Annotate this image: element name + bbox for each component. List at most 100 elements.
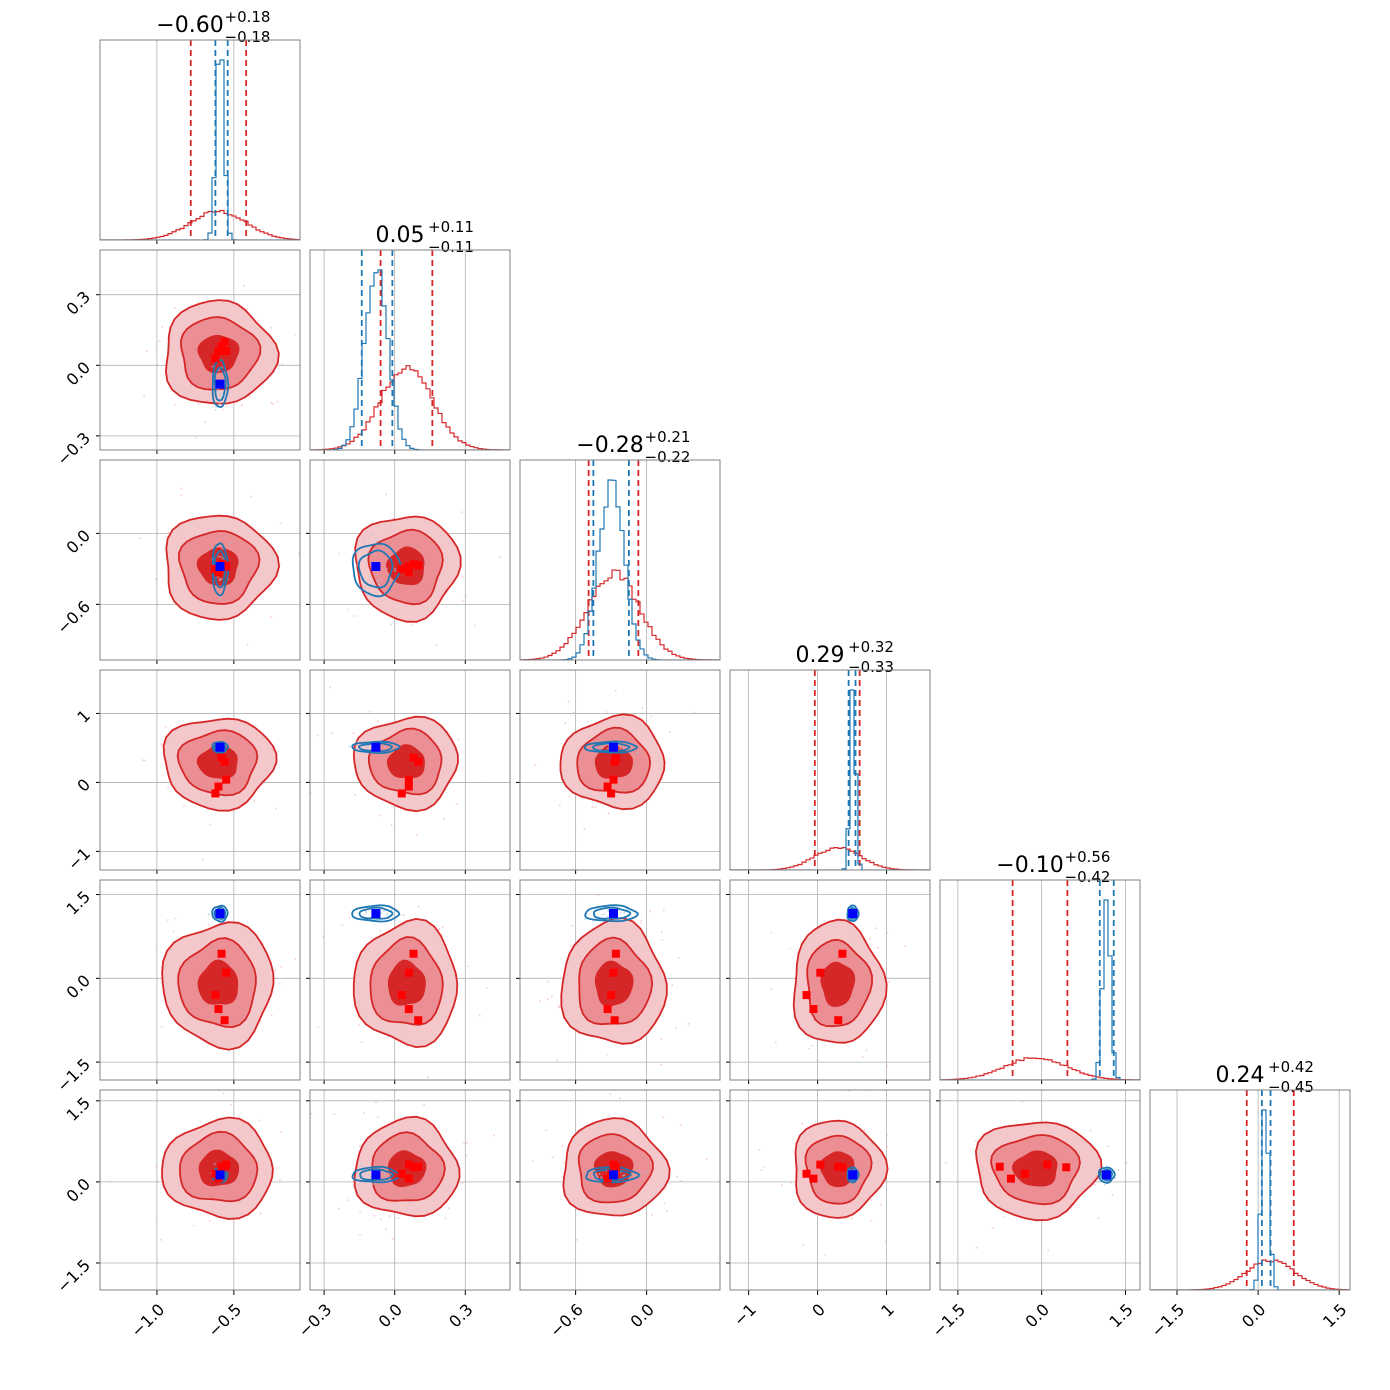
truth-marker-red (1020, 1169, 1029, 1178)
sample-point (246, 643, 249, 646)
title-plus-4: +0.56 (1065, 848, 1111, 866)
panel-content (310, 250, 510, 450)
sample-point (623, 1174, 626, 1177)
truth-marker-red (607, 789, 616, 798)
sample-point (360, 1040, 363, 1043)
panel-3-2 (516, 669, 721, 874)
sample-point (606, 747, 609, 750)
sample-point (393, 919, 396, 922)
sample-point (493, 1134, 496, 1137)
truth-marker-red (409, 560, 418, 569)
sample-point (160, 1025, 163, 1028)
panel-content (100, 1092, 300, 1264)
sample-point (274, 969, 277, 972)
panel-content (310, 686, 510, 852)
sample-point (369, 575, 372, 578)
sample-point (197, 402, 200, 405)
panel-5-0: −1.5 0.0 1.5 −1.0 −0.5 (53, 1089, 301, 1341)
truth-marker-red (995, 1162, 1004, 1171)
sample-point (372, 1182, 375, 1185)
sample-point (438, 927, 441, 930)
y-tick-label: 0.3 (63, 287, 94, 318)
panel-content (730, 670, 930, 870)
sample-point (801, 1122, 804, 1125)
truth-marker-red (603, 782, 612, 791)
sample-point (139, 536, 142, 539)
sample-point (310, 1112, 313, 1115)
sample-point (364, 585, 367, 588)
sample-point (355, 564, 358, 567)
sample-point (164, 726, 167, 729)
sample-point (194, 436, 197, 439)
sample-point (363, 540, 366, 543)
sample-point (375, 574, 378, 577)
panel-3-0: −1 0 1 (64, 669, 301, 874)
sample-point (555, 1059, 558, 1062)
sample-point (192, 1224, 195, 1227)
sample-point (625, 908, 628, 911)
sample-point (155, 1217, 158, 1220)
sample-point (863, 1128, 866, 1131)
y-tick-label: −1.5 (53, 1256, 94, 1297)
truth-marker-red (1062, 1163, 1071, 1172)
sample-point (677, 956, 680, 959)
contour-line-0 (351, 1165, 401, 1184)
sample-point (478, 1014, 481, 1017)
truth-marker-red (404, 782, 413, 791)
sample-point (609, 1092, 612, 1095)
sample-point (603, 913, 606, 916)
sample-point (444, 1217, 447, 1220)
sample-point (280, 965, 283, 968)
sample-point (213, 1163, 216, 1166)
sample-point (885, 1065, 888, 1068)
panel-title-5: 0.24 (1216, 1063, 1265, 1088)
sample-point (393, 567, 396, 570)
sample-point (368, 1173, 371, 1176)
truth-marker-red (404, 1005, 413, 1014)
panel-5-3: −1 0 1 (726, 1089, 931, 1330)
sample-point (811, 1045, 814, 1048)
sample-point (991, 1226, 994, 1229)
truth-marker-blue (215, 379, 225, 389)
sample-point (619, 1097, 622, 1100)
panel-content (100, 40, 300, 240)
sample-point (1047, 1249, 1050, 1252)
sample-point (217, 555, 220, 558)
sample-point (568, 795, 571, 798)
sample-point (854, 1184, 857, 1187)
sample-point (660, 1063, 663, 1066)
sample-point (693, 711, 696, 714)
sample-point (416, 833, 419, 836)
truth-marker-red (211, 1169, 220, 1178)
truth-marker-red (220, 337, 229, 346)
sample-point (384, 493, 387, 496)
sample-point (760, 1169, 763, 1172)
panel-2-1 (306, 459, 511, 664)
sample-point (207, 923, 210, 926)
panel-5-1: −0.3 0.0 0.3 (295, 1089, 511, 1341)
truth-marker-red (603, 1174, 612, 1183)
sample-point (221, 408, 224, 411)
sample-point (856, 1180, 859, 1183)
sample-point (204, 420, 207, 423)
sample-point (394, 569, 397, 572)
truth-marker-red (609, 775, 618, 784)
sample-point (531, 1160, 534, 1163)
truth-marker-blue (371, 909, 381, 919)
x-tick-label: 1.5 (1319, 1300, 1350, 1331)
sample-point (534, 763, 537, 766)
truth-marker-red (222, 968, 231, 977)
sample-point (243, 284, 246, 287)
sample-point (569, 945, 572, 948)
sample-point (364, 1173, 367, 1176)
panel-frame (99, 1089, 301, 1291)
sample-point (870, 1198, 873, 1201)
sample-point (359, 1233, 362, 1236)
contour-line-0 (211, 904, 229, 923)
panel-content (520, 689, 720, 852)
truth-marker-red (409, 949, 418, 958)
contour-line-0 (585, 1166, 641, 1184)
sample-point (945, 1161, 948, 1164)
sample-point (669, 730, 672, 733)
sample-point (385, 1227, 388, 1230)
